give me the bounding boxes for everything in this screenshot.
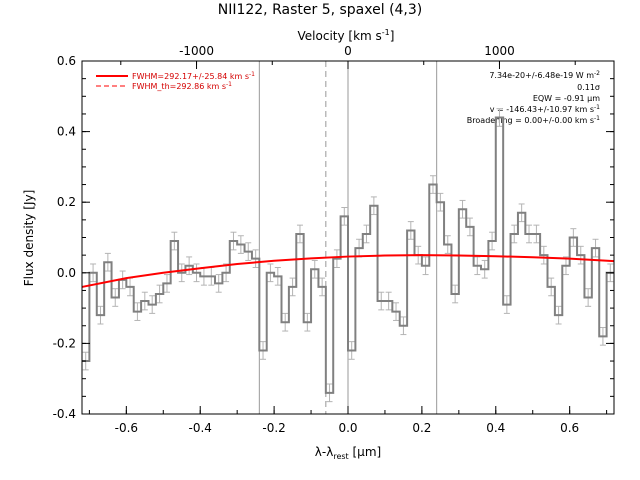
x-tick-label: 0.2 [412,421,431,435]
fit-annotations: 7.34e-20+/-6.48e-19 W m-2 0.11σ EQW = -0… [467,70,600,125]
top-tick-label: -1000 [179,44,214,58]
plot-frame [81,60,615,415]
legend-fit-label: FWHM=292.17+/-25.84 km s-1 [132,71,255,81]
y-tick-label: 0.2 [57,195,76,209]
chart-title: NII122, Raster 5, spaxel (4,3) [218,2,423,18]
top-tick-label: 0 [344,44,352,58]
y-tick-label: 0.4 [57,125,76,139]
y-axis-label: Flux density [Jy] [22,190,36,287]
x-tick-label: -0.6 [115,421,138,435]
x-tick-label: 0.0 [338,421,357,435]
spectrum-series [82,116,614,394]
annotation-velocity: v = -146.43+/-10.97 km s-1 [490,104,600,114]
annotation-eqw: EQW = -0.91 μm [533,94,600,103]
legend-th-label: FWHM_th=292.86 km s-1 [132,81,232,91]
y-tick-label: 0.0 [57,266,76,280]
x-tick-label: 0.4 [486,421,505,435]
spectrum-line [82,116,614,394]
top-tick-label: 1000 [484,44,515,58]
fit-line [81,254,615,288]
y-tick-label: -0.4 [53,407,76,421]
x-tick-label: 0.6 [560,421,579,435]
x-tick-label: -0.2 [262,421,285,435]
y-tick-label: 0.6 [57,54,76,68]
y-tick-label: -0.2 [53,336,76,350]
annotation-broadening: Broadening = 0.00+/-0.00 km s-1 [467,115,600,125]
legend: FWHM=292.17+/-25.84 km s-1 FWHM_th=292.8… [96,71,255,91]
fit-series [81,254,615,288]
annotation-sigma: 0.11σ [577,83,600,92]
x-tick-label: -0.4 [189,421,212,435]
top-axis-label: Velocity [km s-1] [298,28,395,43]
x-axis-label: λ-λrest [μm] [315,445,381,461]
annotation-flux: 7.34e-20+/-6.48e-19 W m-2 [489,70,600,80]
axis-ticks: -0.6 -0.4 -0.2 0.0 0.2 0.4 0.6 -0.4 -0.2 0.0 0.2 0.… [53,44,614,435]
